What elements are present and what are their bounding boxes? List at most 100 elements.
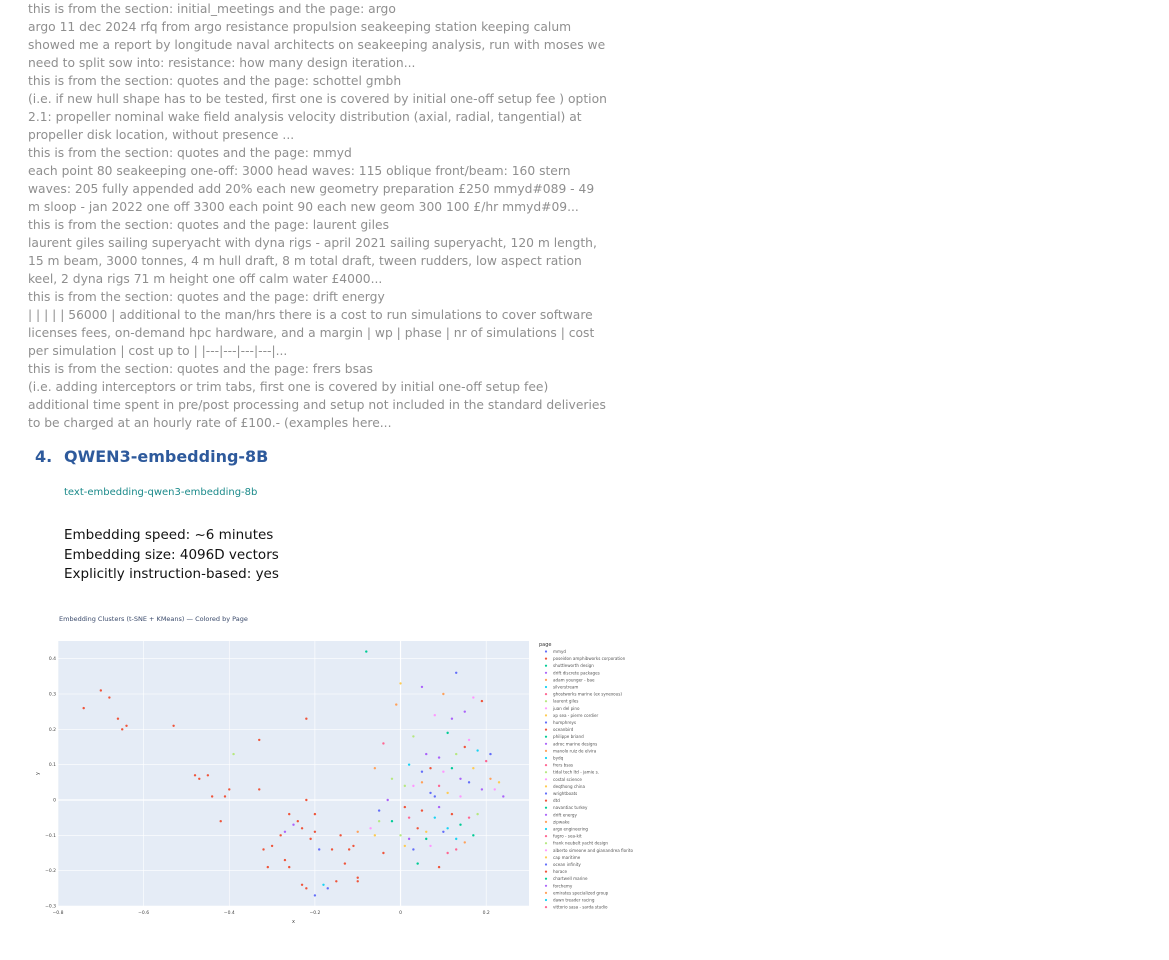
data-point bbox=[283, 858, 287, 862]
data-point bbox=[356, 880, 359, 883]
data-point bbox=[352, 844, 355, 848]
data-point bbox=[446, 827, 449, 830]
data-point bbox=[266, 865, 270, 869]
data-point bbox=[467, 816, 471, 819]
legend-entry: silverstream bbox=[553, 685, 578, 690]
data-point bbox=[193, 774, 197, 777]
data-point bbox=[258, 738, 261, 742]
legend-entry: horace bbox=[553, 869, 568, 874]
chart-title: Embedding Clusters (t-SNE + KMeans) — Co… bbox=[59, 615, 248, 623]
data-point bbox=[399, 682, 402, 685]
data-point bbox=[330, 848, 334, 851]
data-point bbox=[442, 830, 445, 833]
legend-marker bbox=[544, 664, 548, 667]
data-point bbox=[455, 752, 458, 756]
data-point bbox=[467, 738, 471, 742]
search-results: this is from the section: initial_meetin… bbox=[28, 0, 608, 432]
data-point bbox=[232, 752, 235, 756]
data-point bbox=[493, 788, 496, 791]
data-point bbox=[399, 834, 402, 837]
result-snippet: (i.e. if new hull shape has to be tested… bbox=[28, 92, 607, 142]
data-point bbox=[433, 795, 436, 798]
data-point bbox=[472, 834, 475, 837]
legend-entry: juan del pino bbox=[552, 706, 580, 711]
data-point bbox=[356, 876, 359, 879]
data-point bbox=[262, 848, 265, 851]
embedding-stats: Embedding speed: ~6 minutes Embedding si… bbox=[64, 526, 279, 585]
data-point bbox=[300, 883, 304, 886]
data-point bbox=[425, 837, 428, 841]
data-point bbox=[446, 791, 449, 795]
data-point bbox=[365, 650, 368, 653]
data-point bbox=[416, 827, 419, 830]
data-point bbox=[407, 837, 411, 841]
data-point bbox=[369, 827, 372, 830]
legend-entry: dawn treader racing bbox=[553, 898, 595, 903]
data-point bbox=[108, 696, 111, 699]
legend-entry: adroc marine designs bbox=[553, 741, 597, 746]
data-point bbox=[210, 795, 214, 798]
embedding-size: Embedding size: 4096D vectors bbox=[64, 546, 279, 563]
data-point bbox=[382, 851, 385, 855]
x-tick-label: −0.2 bbox=[309, 910, 320, 916]
data-point bbox=[347, 848, 351, 851]
data-point bbox=[429, 767, 432, 770]
legend-entry: alberto simeone and gianandrea florito bbox=[553, 848, 634, 853]
data-point bbox=[172, 724, 175, 727]
y-axis-label: y bbox=[35, 772, 41, 775]
data-point bbox=[472, 696, 475, 699]
data-point bbox=[335, 880, 338, 883]
y-tick-label: 0.1 bbox=[49, 762, 56, 768]
legend-marker bbox=[544, 842, 548, 845]
legend-title: page bbox=[539, 642, 552, 648]
data-point bbox=[455, 848, 458, 851]
legend-marker bbox=[544, 728, 548, 731]
data-point bbox=[258, 788, 261, 791]
section-title: QWEN3-embedding-8B bbox=[64, 447, 269, 466]
legend-marker bbox=[544, 721, 548, 724]
legend-marker bbox=[544, 820, 548, 823]
legend-marker bbox=[544, 835, 548, 838]
legend-marker bbox=[544, 785, 548, 788]
data-point bbox=[437, 784, 441, 788]
data-point bbox=[429, 844, 432, 848]
legend-marker bbox=[544, 693, 548, 696]
legend-marker bbox=[544, 884, 548, 887]
legend-entry: costal science bbox=[553, 777, 582, 782]
data-point bbox=[450, 812, 454, 816]
legend-marker bbox=[544, 764, 548, 767]
data-point bbox=[322, 883, 325, 886]
data-point bbox=[407, 763, 411, 766]
data-point bbox=[288, 812, 291, 816]
data-point bbox=[373, 767, 377, 770]
legend-entry: tidal tech ltd - jamie s. bbox=[553, 770, 599, 775]
embedding-speed: Embedding speed: ~6 minutes bbox=[64, 527, 274, 543]
data-point bbox=[459, 823, 462, 826]
data-point bbox=[403, 784, 407, 788]
data-point bbox=[279, 834, 282, 837]
legend-entry: zipwake bbox=[553, 819, 570, 824]
data-point bbox=[463, 745, 466, 749]
legend-marker bbox=[544, 813, 548, 816]
legend-entry: mmyd bbox=[553, 649, 566, 654]
data-point bbox=[300, 827, 304, 830]
legend-entry: oceanbird bbox=[553, 727, 574, 732]
data-point bbox=[455, 837, 458, 841]
legend-entry: shuttleworth design bbox=[553, 663, 594, 668]
data-point bbox=[463, 841, 466, 844]
y-tick-label: 0.3 bbox=[49, 692, 56, 698]
legend-marker bbox=[544, 671, 548, 674]
model-name-link[interactable]: text-embedding-qwen3-embedding-8b bbox=[64, 487, 258, 498]
legend-marker bbox=[544, 771, 548, 774]
legend-marker bbox=[544, 678, 548, 681]
legend-entry: argo engineering bbox=[553, 827, 588, 832]
data-point bbox=[82, 706, 85, 710]
legend-entry: bydq bbox=[553, 756, 564, 761]
legend-marker bbox=[544, 870, 548, 873]
data-point bbox=[437, 805, 441, 809]
data-point bbox=[463, 710, 466, 713]
legend-marker bbox=[544, 742, 548, 745]
result-snippet: | | | | | 56000 | additional to the man/… bbox=[28, 308, 595, 358]
data-point bbox=[288, 865, 291, 869]
result-snippet: argo 11 dec 2024 rfq from argo resistanc… bbox=[28, 20, 606, 70]
